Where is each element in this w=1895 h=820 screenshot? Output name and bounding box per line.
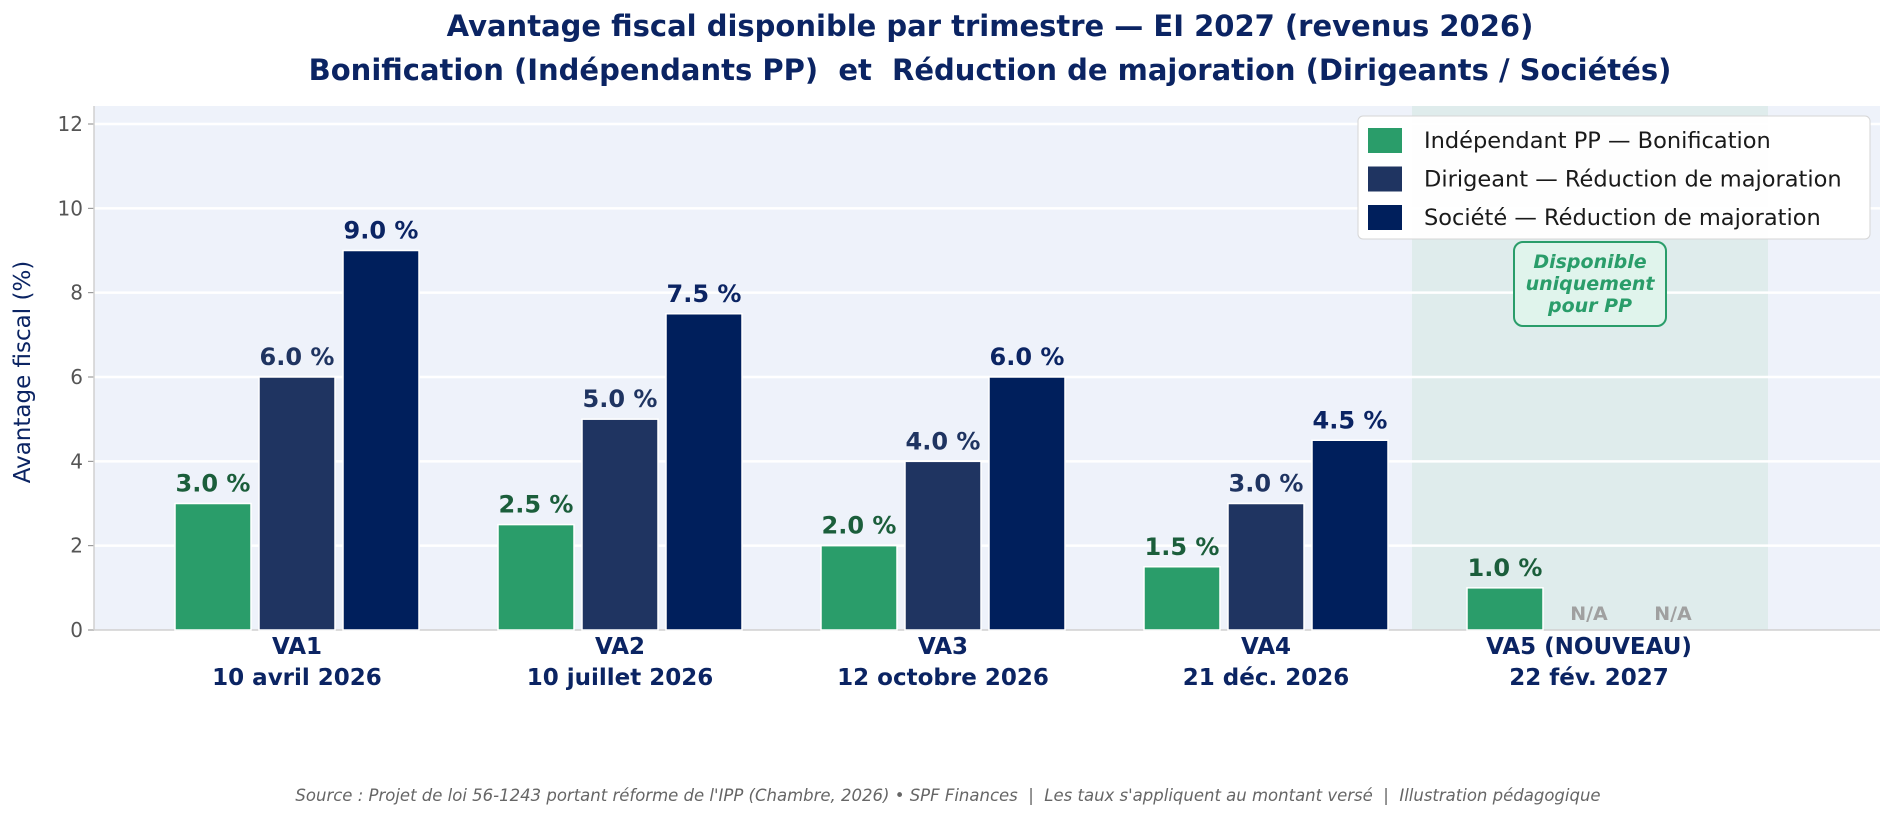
x-tick-code: VA2 <box>595 634 645 660</box>
y-tick-label: 10 <box>58 196 83 220</box>
bar-value-label: 6.0 % <box>260 343 335 371</box>
legend-swatch <box>1368 128 1402 153</box>
legend-swatch <box>1368 166 1402 192</box>
bar <box>174 502 252 631</box>
y-axis: 0 2 4 6 8 10 12 <box>58 106 1880 642</box>
y-tick-label: 12 <box>58 112 83 136</box>
bar <box>1143 566 1221 631</box>
bar-value-label: 1.0 % <box>1468 554 1543 582</box>
legend-label: Société — Réduction de majoration <box>1424 205 1821 231</box>
bar-value-label: 7.5 % <box>667 280 742 308</box>
x-tick-date: 10 juillet 2026 <box>527 665 714 691</box>
bar-value-label: 5.0 % <box>583 385 658 413</box>
source-note: Source : Projet de loi 56-1243 portant r… <box>295 786 1600 805</box>
x-tick-date: 21 déc. 2026 <box>1183 665 1349 691</box>
x-tick-date: 12 octobre 2026 <box>837 665 1049 691</box>
y-tick-label: 8 <box>70 281 83 305</box>
annotation-text: pour PP <box>1547 295 1632 317</box>
bar <box>258 376 336 631</box>
bar <box>820 544 898 631</box>
legend-box <box>1357 115 1871 240</box>
annotation-text: uniquement <box>1526 273 1656 295</box>
bar <box>1311 439 1389 631</box>
bar <box>904 460 982 631</box>
bar <box>1466 587 1544 631</box>
bar <box>342 249 420 631</box>
bar-value-label: 4.5 % <box>1313 406 1388 434</box>
x-tick-code: VA4 <box>1241 634 1291 660</box>
y-tick-label: 4 <box>70 449 83 473</box>
legend-label: Indépendant PP — Bonification <box>1424 128 1771 154</box>
bar <box>988 376 1066 631</box>
legend: Indépendant PP — Bonification Dirigeant —… <box>1357 115 1871 240</box>
bar-value-label: 3.0 % <box>1229 470 1304 498</box>
x-tick-date: 10 avril 2026 <box>212 665 382 691</box>
x-tick-code: VA3 <box>918 634 968 660</box>
na-label: N/A <box>1570 603 1608 625</box>
bars: 3.0 % 6.0 % 9.0 % 2.5 % 5.0 % 7.5 % 2.0 % 4.0 %… <box>174 217 1692 631</box>
na-label: N/A <box>1654 603 1692 625</box>
x-tick-date: 22 fév. 2027 <box>1509 665 1669 691</box>
bar-value-label: 2.5 % <box>499 491 574 519</box>
bar-value-label: 1.5 % <box>1145 533 1220 561</box>
annotation-text: Disponible <box>1533 251 1646 273</box>
bar <box>1227 502 1305 631</box>
x-tick-code: VA1 <box>272 634 322 660</box>
y-tick-label: 0 <box>70 618 83 642</box>
legend-label: Dirigeant — Réduction de majoration <box>1424 167 1842 193</box>
chart-title: Avantage fiscal disponible par trimestre… <box>447 9 1534 43</box>
legend-swatch <box>1368 205 1402 230</box>
bar <box>581 418 659 631</box>
y-tick-label: 6 <box>70 365 83 389</box>
bar-value-label: 4.0 % <box>906 427 981 455</box>
bar-value-label: 6.0 % <box>990 343 1065 371</box>
x-axis: VA1 10 avril 2026 VA2 10 juillet 2026 VA3 12 … <box>212 634 1692 691</box>
bar <box>665 313 743 631</box>
bar-value-label: 3.0 % <box>176 470 251 498</box>
bar <box>497 523 575 631</box>
bar-value-label: 9.0 % <box>344 217 419 245</box>
chart-subtitle: Bonification (Indépendants PP) et Réduct… <box>309 53 1672 87</box>
x-tick-code: VA5 (NOUVEAU) <box>1486 634 1692 660</box>
annotation-box <box>1513 241 1667 327</box>
y-axis-label: Avantage fiscal (%) <box>10 261 36 484</box>
y-tick-label: 2 <box>70 534 83 558</box>
bar-value-label: 2.0 % <box>822 512 897 540</box>
